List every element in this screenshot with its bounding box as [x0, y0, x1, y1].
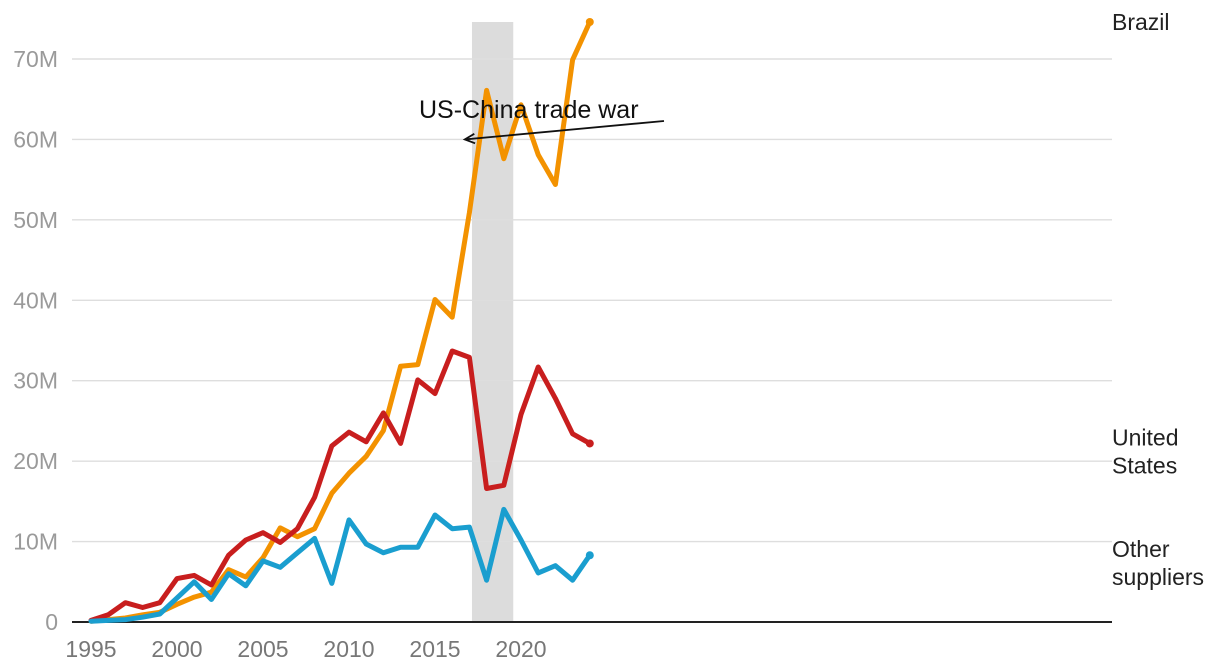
y-tick-label: 30M [13, 368, 58, 394]
annotation-text: US-China trade war [419, 96, 639, 124]
y-tick-label: 10M [13, 529, 58, 555]
series-line-united-states [88, 348, 593, 623]
series-endpoint-marker [585, 439, 594, 448]
x-axis-ticks: 1995 2000 2005 2010 2015 2020 [65, 636, 546, 662]
trade-war-annotation: US-China trade war [419, 96, 665, 145]
y-axis-ticks: 0 10M 20M 30M 40M 50M 60M 70M [13, 46, 58, 635]
x-tick-label: 2015 [409, 636, 460, 662]
series-line-other-suppliers [88, 506, 593, 624]
annotation-arrowhead-icon [462, 133, 476, 145]
series-endpoint-marker [585, 551, 594, 560]
series-label: States [1112, 452, 1177, 478]
y-tick-label: 60M [13, 126, 58, 152]
y-tick-label: 70M [13, 46, 58, 72]
series-label: suppliers [1112, 564, 1204, 590]
x-tick-label: 2005 [237, 636, 288, 662]
y-tick-label: 40M [13, 287, 58, 313]
x-tick-label: 2000 [151, 636, 202, 662]
y-tick-label: 0 [45, 609, 58, 635]
y-tick-label: 50M [13, 207, 58, 233]
x-tick-label: 2010 [323, 636, 374, 662]
series-endpoint-marker [585, 18, 594, 27]
y-gridlines [72, 58, 1112, 623]
series-label: Other [1112, 536, 1170, 562]
x-tick-label: 2020 [495, 636, 546, 662]
x-tick-label: 1995 [65, 636, 116, 662]
annotation-arrow [464, 120, 665, 141]
series-lines [88, 18, 594, 624]
y-tick-label: 20M [13, 448, 58, 474]
series-label: United [1112, 424, 1178, 450]
series-label: Brazil [1112, 9, 1170, 35]
series-line-brazil [88, 19, 593, 624]
